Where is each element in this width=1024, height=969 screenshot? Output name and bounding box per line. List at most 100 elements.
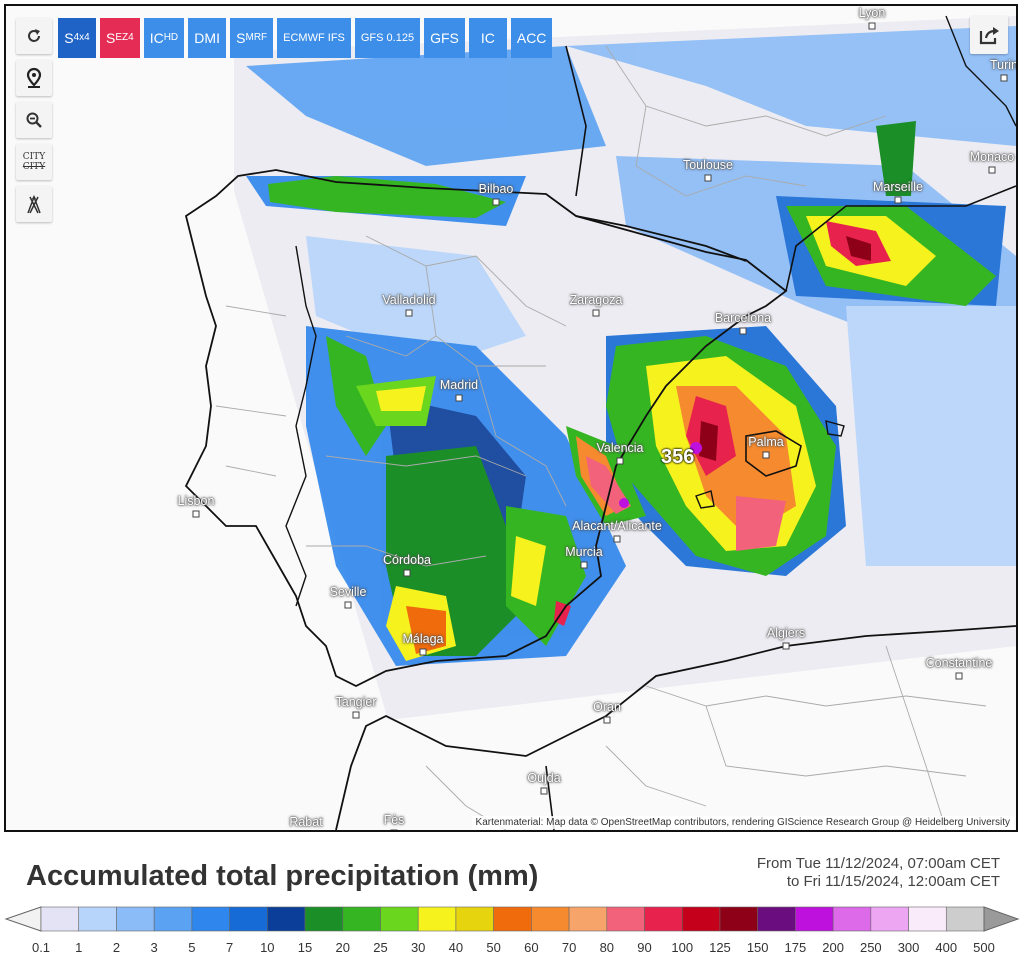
legend-tick-label: 90 [637,940,652,955]
model-button[interactable]: GFS 0.125 [354,18,421,58]
city-marker [390,829,398,830]
model-button-label: S [106,30,116,46]
legend-tick-label: 30 [410,940,426,955]
legend-tick-label: 175 [784,940,807,955]
model-button-label: S [236,30,246,46]
city-label: Murcia [565,545,603,559]
legend-date-range: From Tue 11/12/2024, 07:00am CET to Fri … [757,855,1000,891]
city-marker [192,510,200,518]
share-button[interactable] [970,16,1008,54]
legend-tick-label: 60 [524,940,539,955]
model-button-label: DMI [194,30,220,46]
city-label: Rabat [289,815,323,829]
model-button[interactable]: S 4x4 [58,18,96,58]
city-marker [894,196,902,204]
legend-date-from: From Tue 11/12/2024, 07:00am CET [756,855,1000,872]
legend-tick-label: 2 [112,940,121,955]
legend-tick-label: 80 [599,940,615,955]
city-marker [303,832,310,833]
city-label: Marseille [872,180,924,194]
legend-tick-label: 70 [561,940,577,955]
legend-swatch [417,906,457,932]
legend-swatch [229,906,268,932]
city-label: Toulouse [682,158,734,172]
legend-tick-label: 25 [373,940,388,955]
zoom-out-button[interactable] [16,102,52,138]
city-label: Valencia [596,441,644,455]
model-button[interactable]: ACC [510,18,553,58]
city-label: Turin [989,58,1018,72]
model-button[interactable]: DMI [188,18,227,58]
city-label: Monaco [969,150,1015,164]
legend-color-bar [4,906,1020,932]
legend-swatch [153,906,193,932]
city-label: Palma [748,435,784,449]
map-tools: CITY CITY [16,18,52,222]
legend-tick-label: 1 [75,940,83,955]
city-label: Málaga [402,632,444,646]
legend-tick-label: 15 [297,940,313,955]
city-toggle-button[interactable]: CITY CITY [16,144,52,180]
model-button-label: ACC [516,30,547,46]
city-marker [1000,74,1008,82]
peak-value-label: 356 [661,446,695,468]
legend-over-arrow [983,906,1020,932]
wind-arrows-button[interactable] [16,186,52,222]
city-marker [704,174,712,182]
legend-swatch [342,906,381,932]
model-button[interactable]: GFS [424,18,465,58]
legend-swatch [606,906,645,932]
location-button[interactable] [16,60,52,96]
city-label: Lyon [858,6,886,20]
legend-tick-label: 150 [746,940,769,955]
model-button-sublabel: HD [163,32,179,43]
reload-button[interactable] [16,18,52,54]
city-marker [580,561,588,569]
wind-arrows-icon [27,195,41,214]
model-button-label: GFS [430,30,459,46]
legend-tick-label: 10 [260,940,275,955]
model-button[interactable]: IC HD [143,18,185,58]
legend-swatch [644,906,683,932]
model-button-sublabel: EZ4 [115,32,134,43]
model-button[interactable]: S MRF [230,18,274,58]
legend-swatch [493,906,532,932]
legend-under-arrow [4,906,42,932]
model-button-label: GFS 0.125 [360,32,415,44]
model-button-label: IC [480,30,495,46]
legend-swatch [795,906,834,932]
legend-tick-label: 200 [822,940,844,955]
city-label: Oran [593,700,621,714]
legend-tick-label: 500 [973,940,995,955]
share-icon [979,27,999,45]
legend-tick-label: 250 [859,940,882,955]
legend-swatch [304,906,344,932]
city-label: Madrid [439,378,479,392]
legend-tick-label: 50 [486,940,501,955]
city-marker [955,672,963,680]
legend-swatch [832,906,872,932]
legend-tick-labels: 0.1 1 2 3 5 7 10 15 20 25 30 40 50 60 70 80 90 100 125 150 1… [0,940,1024,960]
city-label: Zaragoza [569,293,623,307]
model-button[interactable]: IC [468,18,507,58]
model-button[interactable]: S EZ4 [100,18,140,58]
reload-icon [28,29,40,42]
city-label: Fès [383,813,405,827]
city-marker [739,327,747,335]
city-label: Tangier [335,695,377,709]
city-label: Oujda [527,771,561,785]
city-marker [762,451,770,459]
map-canvas [6,6,1016,830]
city-toggle-on-label: CITY [22,152,46,162]
model-button[interactable]: ECMWF IFS [277,18,351,58]
model-button-label: S [64,30,74,46]
city-marker [613,535,621,543]
location-pin-icon [26,67,42,88]
legend-swatch [531,906,570,932]
legend-tick-label: 300 [897,940,920,955]
map-view[interactable]: Lyon Turin Monaco Toulouse Marseille Bilbao Va… [4,4,1018,832]
model-button-label: ECMWF IFS [283,32,345,44]
city-marker [352,711,360,719]
city-marker [344,601,352,609]
legend-swatch [568,906,608,932]
